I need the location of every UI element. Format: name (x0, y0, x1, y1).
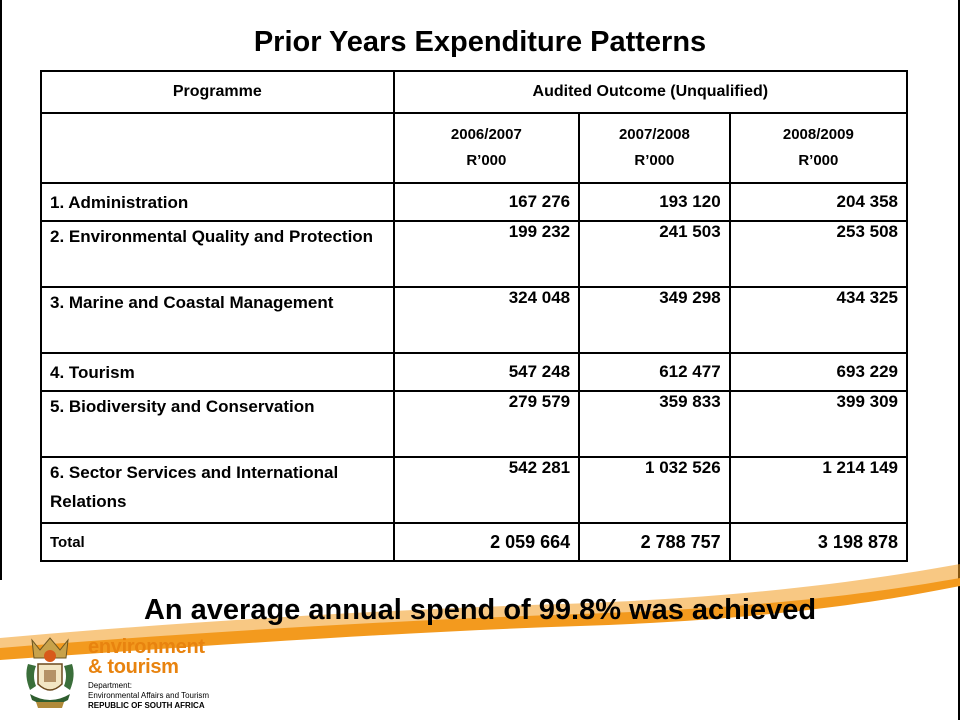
header-row: Programme Audited Outcome (Unqualified) (40, 70, 909, 114)
value-2007: 193 120 (578, 182, 731, 222)
table-row: 5. Biodiversity and Conservation 279 579… (40, 390, 909, 458)
empty-cell (40, 112, 395, 184)
page-title: Prior Years Expenditure Patterns (253, 26, 707, 58)
table-row: 1. Administration 167 276 193 120 204 35… (40, 182, 909, 222)
table-row: 4. Tourism 547 248 612 477 693 229 (40, 352, 909, 392)
year-header-row: 2006/2007 R’000 2007/2008 R’000 2008/2009 R… (40, 112, 909, 184)
year-header-2007: 2007/2008 R’000 (578, 112, 731, 184)
department-logo: environment & tourism Department: Enviro… (22, 636, 238, 712)
value-2006: 542 281 (392, 456, 581, 524)
value-2007: 349 298 (578, 286, 731, 354)
coat-of-arms-icon (26, 637, 74, 708)
value-2008: 1 214 149 (728, 456, 909, 524)
year-header-2006: 2006/2007 R’000 (392, 112, 581, 184)
programme-name: 6. Sector Services and International Rel… (40, 456, 395, 524)
swoosh-band-inner (0, 578, 960, 660)
value-2007: 1 032 526 (578, 456, 731, 524)
logo-name-line2: & tourism (88, 656, 179, 678)
unit-label: R’000 (798, 152, 839, 169)
logo-department-name: Environmental Affairs and Tourism (88, 691, 210, 700)
value-2006: 324 048 (392, 286, 581, 354)
total-row: Total 2 059 664 2 788 757 3 198 878 (40, 522, 909, 562)
year-label: 2006/2007 (450, 126, 522, 143)
programme-name: 2. Environmental Quality and Protection (40, 220, 395, 288)
unit-label: R’000 (466, 152, 507, 169)
value-2007: 241 503 (578, 220, 731, 288)
value-2006: 167 276 (392, 182, 581, 222)
audited-outcome-header: Audited Outcome (Unqualified) (392, 70, 909, 114)
value-2008: 399 309 (728, 390, 909, 458)
expenditure-table: Programme Audited Outcome (Unqualified) … (40, 70, 909, 562)
slide-border-right (958, 0, 960, 720)
total-2007: 2 788 757 (578, 522, 731, 562)
orange-swoosh (0, 564, 960, 660)
logo-department-label: Department: (88, 681, 133, 690)
table-row: 2. Environmental Quality and Protection … (40, 220, 909, 288)
value-2008: 253 508 (728, 220, 909, 288)
programme-name: 5. Biodiversity and Conservation (40, 390, 395, 458)
table-row: 6. Sector Services and International Rel… (40, 456, 909, 524)
value-2008: 204 358 (728, 182, 909, 222)
unit-label: R’000 (634, 152, 675, 169)
total-2008: 3 198 878 (728, 522, 909, 562)
value-2006: 279 579 (392, 390, 581, 458)
programme-header: Programme (40, 70, 395, 114)
value-2006: 547 248 (392, 352, 581, 392)
slide-border-left (0, 0, 2, 580)
year-header-2008: 2008/2009 R’000 (728, 112, 909, 184)
table-row: 3. Marine and Coastal Management 324 048… (40, 286, 909, 354)
value-2008: 693 229 (728, 352, 909, 392)
summary-statement: An average annual spend of 99.8% was ach… (143, 594, 817, 626)
value-2007: 359 833 (578, 390, 731, 458)
year-label: 2007/2008 (618, 126, 690, 143)
value-2008: 434 325 (728, 286, 909, 354)
value-2007: 612 477 (578, 352, 731, 392)
programme-name: 4. Tourism (40, 352, 395, 392)
logo-name-line1: environment (88, 636, 205, 658)
total-2006: 2 059 664 (392, 522, 581, 562)
value-2006: 199 232 (392, 220, 581, 288)
total-label: Total (40, 522, 395, 562)
programme-name: 3. Marine and Coastal Management (40, 286, 395, 354)
programme-name: 1. Administration (40, 182, 395, 222)
logo-country: REPUBLIC OF SOUTH AFRICA (88, 701, 205, 710)
year-label: 2008/2009 (782, 126, 854, 143)
